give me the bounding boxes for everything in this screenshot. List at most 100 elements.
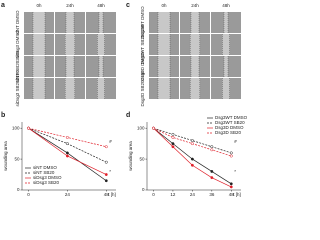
data-point	[171, 142, 175, 146]
series-line	[153, 127, 232, 188]
data-point	[65, 151, 69, 155]
legend-label: siDsg3 SB20	[33, 180, 60, 185]
x-tick-label: 48	[104, 192, 110, 197]
x-tick-label: 24	[190, 192, 196, 197]
x-tick-label: 36	[209, 192, 215, 197]
wound-gap	[190, 78, 200, 99]
column-header: 0h	[161, 3, 167, 8]
data-point	[229, 185, 233, 189]
column-header: 24h	[191, 3, 199, 8]
row-label: siDsg3 SB202190	[15, 70, 20, 107]
data-point	[229, 154, 233, 158]
legend-label: Dsg3D SB20	[215, 130, 242, 135]
data-point	[171, 132, 175, 136]
data-point	[210, 148, 214, 152]
legend-label: Dsg3WT SB20	[215, 120, 245, 125]
y-tick-label: 100	[12, 125, 20, 130]
row-label: Dsg3WT SB202190	[140, 24, 145, 64]
wound-gap	[66, 12, 74, 33]
data-point	[229, 182, 233, 186]
wound-gap	[33, 34, 45, 55]
wound-gap	[222, 78, 230, 99]
data-point	[104, 145, 108, 149]
row-label: Dsg3D DMSO	[140, 52, 145, 81]
data-point	[190, 142, 194, 146]
legend-label: Dsg3WT DMSO	[215, 115, 247, 120]
wound-gap	[158, 56, 170, 77]
data-point	[65, 142, 69, 146]
row-label: siDsg3 DMSO	[15, 30, 20, 59]
wound-gap	[99, 56, 103, 77]
wound-gap	[158, 12, 170, 33]
panel-label: a	[1, 2, 5, 9]
x-tick-label: 0	[27, 192, 30, 197]
legend-label: siNT DMSO	[33, 165, 57, 170]
data-point	[104, 160, 108, 164]
legend-label: Dsg3D DMSO	[215, 125, 244, 130]
data-point	[190, 139, 194, 142]
row-label: Dsg3WT DMSO	[140, 6, 145, 39]
wound-gap	[33, 78, 45, 99]
column-header: 48h	[97, 3, 105, 8]
wound-gap	[65, 34, 75, 55]
x-tick-label: 24	[65, 192, 71, 197]
panel-label: c	[126, 2, 130, 9]
significance-mark: #	[109, 139, 112, 144]
y-tick-label: 50	[14, 156, 20, 161]
data-point	[65, 154, 69, 158]
y-tick-label: 100	[137, 125, 145, 130]
data-point	[190, 157, 194, 161]
wound-gap	[158, 34, 170, 55]
wound-gap	[224, 56, 228, 77]
wound-gap	[65, 78, 75, 99]
x-axis-label: t [h]	[108, 192, 116, 197]
x-tick-label: 0	[152, 192, 155, 197]
y-axis-label: wounding area	[128, 141, 133, 171]
wound-gap	[224, 12, 228, 33]
y-tick-label: 0	[17, 187, 20, 192]
data-point	[210, 176, 214, 180]
data-point	[229, 151, 233, 155]
data-point	[104, 173, 108, 176]
wound-gap	[97, 34, 105, 55]
wound-gap	[191, 12, 199, 33]
y-tick-label: 50	[139, 156, 145, 161]
data-point	[190, 163, 194, 167]
column-header: 48h	[222, 3, 230, 8]
data-point	[171, 145, 175, 149]
panel-label: d	[126, 112, 130, 119]
y-axis-label: wounding area	[3, 141, 8, 171]
row-label: Dsg3D SB202190	[140, 70, 145, 107]
wound-gap	[190, 34, 200, 55]
series-line	[153, 127, 232, 154]
row-label: siNT DMSO	[15, 10, 20, 34]
wound-gap	[33, 12, 45, 33]
wound-gap	[66, 56, 74, 77]
x-tick-label: 12	[170, 192, 176, 197]
y-tick-label: 0	[142, 187, 145, 192]
panel-label: b	[1, 112, 5, 119]
wound-gap	[97, 78, 105, 99]
legend-label: siDsg3 DMSO	[33, 175, 62, 180]
wound-gap	[33, 56, 45, 77]
column-header: 0h	[36, 3, 42, 8]
wound-gap	[99, 12, 103, 33]
data-point	[152, 126, 155, 130]
x-axis-label: t [h]	[233, 192, 241, 197]
wound-gap	[222, 34, 230, 55]
significance-mark: *	[234, 169, 236, 174]
wound-gap	[158, 78, 170, 99]
data-point	[65, 136, 69, 139]
data-point	[27, 126, 30, 130]
data-point	[104, 179, 108, 183]
column-header: 24h	[66, 3, 74, 8]
significance-mark: *	[109, 169, 111, 174]
legend-label: siNT SB20	[33, 170, 55, 175]
x-tick-label: 48	[229, 192, 235, 197]
data-point	[210, 170, 214, 173]
data-point	[210, 145, 214, 149]
row-label: siNT SB202190	[15, 50, 20, 82]
significance-mark: #	[234, 139, 237, 144]
data-point	[171, 136, 175, 139]
